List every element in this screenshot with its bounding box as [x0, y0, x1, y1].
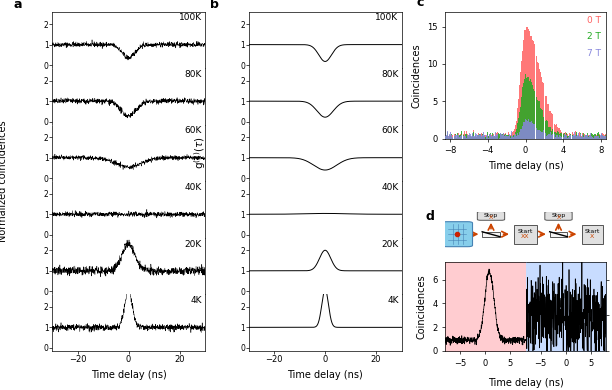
X-axis label: Time delay (ns): Time delay (ns) [91, 370, 166, 380]
Text: 40K: 40K [185, 183, 202, 192]
Text: b: b [211, 0, 219, 11]
Text: X: X [590, 234, 594, 239]
Text: 60K: 60K [381, 126, 398, 135]
Text: X: X [556, 215, 561, 220]
Y-axis label: Coincidences: Coincidences [417, 274, 427, 339]
X-axis label: Time delay (ns): Time delay (ns) [287, 370, 363, 380]
Text: d: d [426, 210, 435, 223]
Text: 60K: 60K [185, 126, 202, 135]
Text: 7 T: 7 T [587, 48, 601, 58]
Text: 20K: 20K [381, 239, 398, 248]
Bar [482, 232, 500, 237]
Text: XX: XX [521, 234, 530, 239]
Text: 4K: 4K [387, 296, 398, 305]
Text: Time delay (ns): Time delay (ns) [488, 378, 564, 388]
Text: 20K: 20K [185, 239, 202, 248]
Text: Start: Start [518, 229, 533, 234]
Text: 100K: 100K [179, 13, 202, 22]
Text: 100K: 100K [375, 13, 398, 22]
Text: 4K: 4K [190, 296, 202, 305]
FancyBboxPatch shape [442, 222, 472, 246]
Text: 80K: 80K [381, 70, 398, 79]
FancyBboxPatch shape [477, 211, 505, 220]
Bar [514, 225, 537, 243]
X-axis label: Time delay (ns): Time delay (ns) [488, 161, 564, 171]
Bar [582, 225, 603, 243]
Text: Normalized coincidences: Normalized coincidences [0, 121, 8, 242]
Text: Start: Start [584, 229, 600, 234]
Text: 80K: 80K [185, 70, 202, 79]
Text: Stop: Stop [484, 213, 498, 218]
Text: a: a [13, 0, 22, 11]
Text: c: c [416, 0, 424, 9]
Text: 0 T: 0 T [587, 16, 601, 25]
Bar [550, 232, 567, 237]
Text: Stop: Stop [551, 213, 565, 218]
Y-axis label: Coincidences: Coincidences [411, 43, 422, 108]
Text: 40K: 40K [381, 183, 398, 192]
Text: X: X [489, 215, 493, 220]
Text: g$^{(2)}$($\tau$): g$^{(2)}$($\tau$) [192, 137, 207, 169]
FancyBboxPatch shape [545, 211, 572, 220]
Text: 2 T: 2 T [587, 32, 601, 41]
